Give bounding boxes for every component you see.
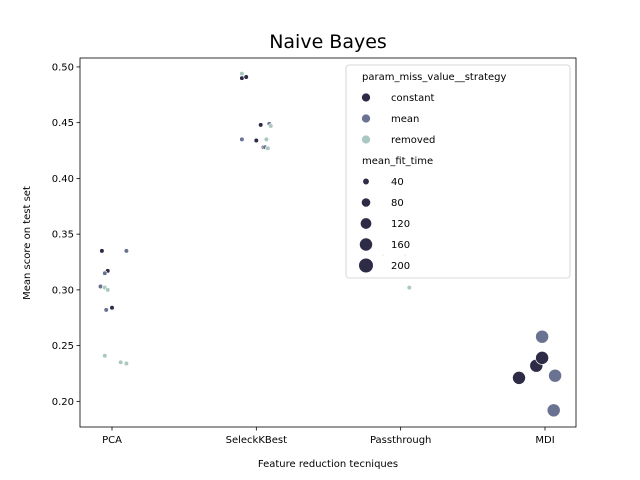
legend-size-marker xyxy=(358,257,374,274)
data-point xyxy=(548,368,563,383)
plot-area xyxy=(79,57,577,428)
legend-size-label: 40 xyxy=(391,177,404,188)
data-point xyxy=(239,70,245,77)
legend-label: constant xyxy=(391,93,435,104)
x-tick-label: Passthrough xyxy=(370,435,431,446)
data-point xyxy=(239,136,245,143)
data-point xyxy=(263,136,270,143)
data-point xyxy=(105,287,111,293)
legend-size-marker xyxy=(359,237,373,252)
x-tick-label: MDI xyxy=(535,435,554,446)
y-tick-label: 0.20 xyxy=(52,397,74,408)
legend-size-marker xyxy=(359,217,373,230)
legend-marker xyxy=(361,92,371,103)
x-axis-label: Feature reduction tecniques xyxy=(258,459,398,470)
legend-size-label: 120 xyxy=(391,219,410,230)
data-point xyxy=(123,248,130,254)
chart-title: Naive Bayes xyxy=(269,31,387,53)
data-point xyxy=(512,370,526,385)
data-point xyxy=(109,305,115,311)
data-point xyxy=(118,359,124,365)
data-point xyxy=(268,123,274,129)
legend-size-marker xyxy=(361,197,372,208)
data-point xyxy=(103,307,109,313)
data-point xyxy=(535,350,550,365)
x-tick-label: PCA xyxy=(102,435,122,446)
data-point xyxy=(99,248,105,254)
data-point xyxy=(265,145,271,151)
data-point xyxy=(239,75,245,81)
y-tick-label: 0.45 xyxy=(52,118,74,129)
data-point xyxy=(102,270,108,276)
legend-marker xyxy=(361,134,371,145)
data-point xyxy=(546,403,561,418)
data-point xyxy=(123,360,130,367)
legend-hue-title: param_miss_value__strategy xyxy=(362,72,507,83)
data-point xyxy=(535,329,550,344)
data-point xyxy=(253,137,259,144)
data-point xyxy=(243,74,249,80)
data-point xyxy=(406,284,412,291)
x-tick-label: SeleckKBest xyxy=(226,435,288,446)
legend-label: removed xyxy=(391,135,435,146)
legend-marker xyxy=(361,113,371,124)
legend-size-label: 80 xyxy=(391,198,404,209)
legend-size-label: 200 xyxy=(391,261,410,272)
x-axis: PCA SeleckKBest Passthrough MDI xyxy=(102,427,555,446)
y-tick-label: 0.30 xyxy=(52,285,74,296)
data-point xyxy=(102,353,108,359)
data-point xyxy=(97,283,104,290)
y-tick-label: 0.25 xyxy=(52,341,74,352)
y-tick-label: 0.50 xyxy=(52,62,74,73)
data-point xyxy=(258,122,264,128)
legend-box xyxy=(345,64,571,279)
y-tick-label: 0.35 xyxy=(52,230,74,241)
legend: param_miss_value__strategy constant mean re… xyxy=(345,64,571,279)
legend-size-title: mean_fit_time xyxy=(362,156,433,167)
plot-frame xyxy=(79,57,577,428)
y-axis-label: Mean score on test set xyxy=(22,186,33,300)
legend-label: mean xyxy=(391,114,419,125)
legend-size-marker xyxy=(362,177,370,186)
legend-size-label: 160 xyxy=(391,240,410,251)
y-tick-label: 0.40 xyxy=(52,174,74,185)
y-axis: 0.20 0.25 0.30 0.35 0.40 0.45 0.50 xyxy=(52,62,80,408)
